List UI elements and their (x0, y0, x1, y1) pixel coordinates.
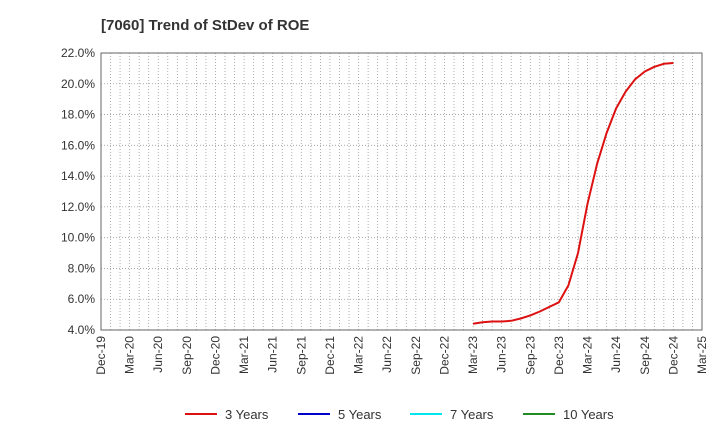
y-tick-label: 16.0% (61, 138, 95, 152)
y-tick-label: 6.0% (68, 292, 96, 306)
x-tick-label: Dec-23 (552, 336, 566, 375)
series-layer (472, 62, 674, 325)
x-tick-label: Dec-24 (666, 336, 680, 375)
x-tick-label: Mar-21 (237, 336, 251, 374)
plot-frame (100, 52, 703, 331)
x-tick-label: Jun-23 (495, 336, 509, 373)
legend: 3 Years 5 Years 7 Years 10 Years (185, 407, 614, 422)
chart-title: [7060] Trend of StDev of ROE (101, 17, 309, 34)
x-tick-label: Mar-22 (352, 336, 366, 374)
y-tick-label: 20.0% (61, 77, 95, 91)
x-tick-label: Mar-23 (466, 336, 480, 374)
x-tick-label: Sep-24 (638, 336, 652, 375)
y-tick-label: 10.0% (61, 231, 95, 245)
x-tick-label: Sep-22 (409, 336, 423, 375)
x-tick-label: Mar-24 (581, 336, 595, 374)
x-axis: Dec-19 Mar-20 Jun-20 Sep-20 Dec-20 Mar-21 Jun-… (94, 336, 709, 375)
y-tick-label: 12.0% (61, 200, 95, 214)
x-tick-label: Mar-20 (123, 336, 137, 374)
plot-area (101, 53, 702, 330)
y-tick-label: 8.0% (68, 261, 96, 275)
legend-label: 10 Years (563, 407, 614, 422)
y-tick-label: 14.0% (61, 169, 95, 183)
x-tick-label: Jun-22 (380, 336, 394, 373)
x-tick-label: Dec-21 (323, 336, 337, 375)
x-tick-label: Jun-20 (151, 336, 165, 373)
x-tick-label: Mar-25 (695, 336, 709, 374)
series-line-3-years (472, 62, 674, 325)
y-tick-label: 4.0% (68, 323, 96, 337)
x-tick-label: Dec-22 (437, 336, 451, 375)
y-tick-label: 18.0% (61, 108, 95, 122)
grid (101, 53, 702, 330)
x-tick-label: Dec-20 (208, 336, 222, 375)
x-tick-label: Dec-19 (94, 336, 108, 375)
x-tick-label: Jun-21 (266, 336, 280, 373)
x-tick-label: Sep-23 (523, 336, 537, 375)
x-tick-label: Sep-20 (180, 336, 194, 375)
legend-label: 5 Years (338, 407, 382, 422)
legend-label: 7 Years (450, 407, 494, 422)
legend-label: 3 Years (225, 407, 269, 422)
y-axis: 4.0% 6.0% 8.0% 10.0% 12.0% 14.0% 16.0% 18.0% 20.… (61, 46, 95, 337)
y-tick-label: 22.0% (61, 46, 95, 60)
x-tick-label: Jun-24 (609, 336, 623, 373)
x-tick-label: Sep-21 (294, 336, 308, 375)
